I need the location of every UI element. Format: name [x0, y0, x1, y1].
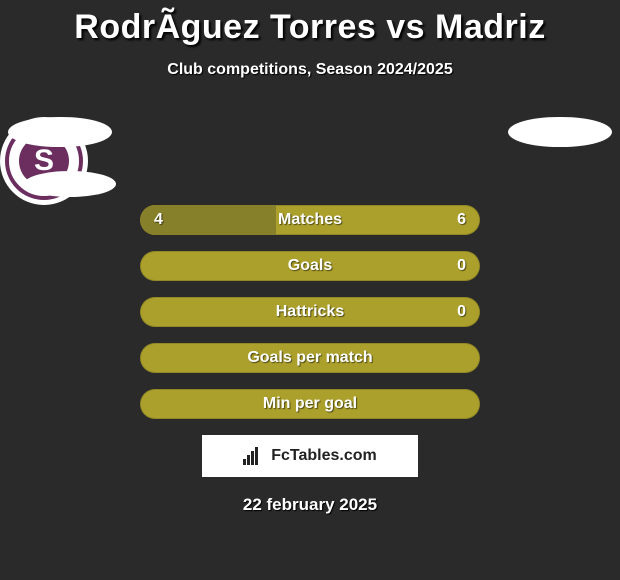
stat-bar: Goals per match — [140, 343, 480, 373]
left-player-badge-2 — [24, 171, 116, 197]
brand-text: FcTables.com — [271, 447, 377, 465]
right-player-badge-1 — [508, 117, 612, 147]
stat-bar: Min per goal — [140, 389, 480, 419]
comparison-content: S Matches46Goals0Hattricks0Goals per mat… — [0, 117, 620, 515]
bar-value-left: 4 — [154, 205, 163, 235]
stat-bar: Goals0 — [140, 251, 480, 281]
stat-bars: Matches46Goals0Hattricks0Goals per match… — [140, 205, 480, 419]
brand-box: FcTables.com — [202, 435, 418, 477]
bar-label: Goals — [140, 251, 480, 281]
page-title: RodrÃ­guez Torres vs Madriz — [0, 0, 620, 47]
bar-value-right: 6 — [457, 205, 466, 235]
bar-value-right: 0 — [457, 251, 466, 281]
stat-bar: Matches4 6 — [140, 205, 480, 235]
bar-label: Matches — [140, 205, 480, 235]
bar-label: Min per goal — [140, 389, 480, 419]
stat-bar: Hattricks0 — [140, 297, 480, 327]
bar-label: Hattricks — [140, 297, 480, 327]
date-label: 22 february 2025 — [0, 495, 620, 515]
fctables-icon — [243, 447, 265, 465]
subtitle: Club competitions, Season 2024/2025 — [0, 61, 620, 79]
bar-label: Goals per match — [140, 343, 480, 373]
left-player-badge-1 — [8, 117, 112, 147]
bar-value-right: 0 — [457, 297, 466, 327]
